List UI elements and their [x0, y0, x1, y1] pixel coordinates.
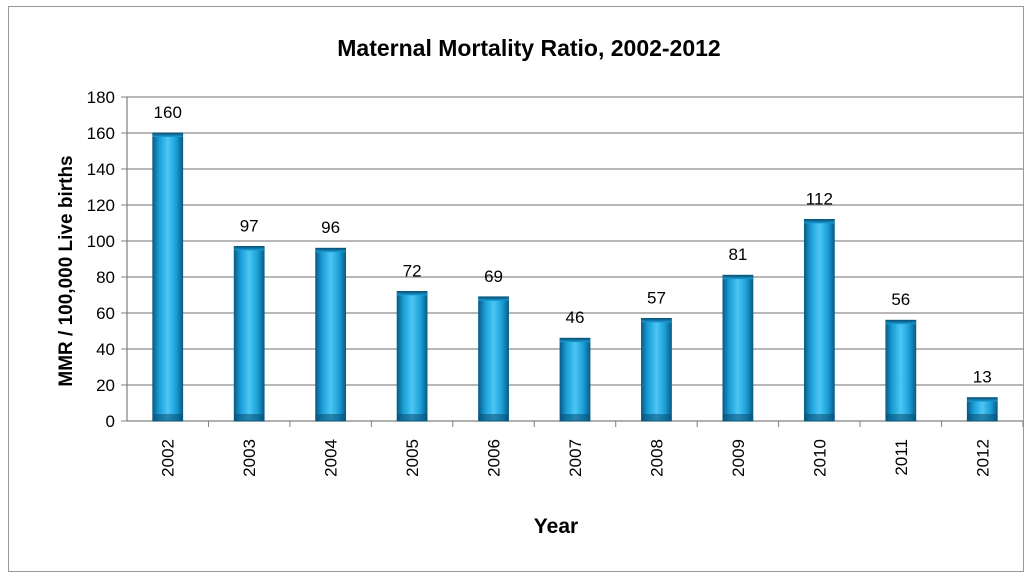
y-tick-label: 40 — [96, 340, 115, 359]
bar-base-2011 — [885, 414, 916, 421]
bar-2007 — [559, 337, 591, 422]
bar-cap-2002 — [152, 133, 183, 137]
bar-2006 — [478, 296, 509, 422]
x-tick-label-2002: 2002 — [159, 439, 178, 477]
y-tick-label: 160 — [87, 124, 115, 143]
bar-base-2006 — [478, 414, 509, 421]
x-tick-label-2004: 2004 — [322, 439, 341, 477]
x-tick-label-2008: 2008 — [647, 439, 666, 477]
bar-base-2002 — [152, 414, 183, 421]
y-tick-label: 80 — [96, 268, 115, 287]
bar-cap-2004 — [315, 248, 346, 253]
y-tick-label: 100 — [87, 232, 115, 251]
data-label-2006: 69 — [484, 267, 503, 286]
x-tick-label-2005: 2005 — [403, 439, 422, 477]
bar-2004 — [315, 247, 347, 422]
bars — [152, 132, 998, 422]
bar-2005 — [396, 290, 428, 422]
bar-cap-2005 — [397, 291, 428, 296]
data-label-2010: 112 — [806, 189, 833, 208]
bar-2002 — [152, 132, 184, 422]
y-tick-label: 140 — [87, 160, 115, 179]
y-axis-title: MMR / 100,000 Live births — [56, 155, 77, 386]
bar-base-2007 — [560, 414, 590, 421]
x-tick-label-2006: 2006 — [485, 439, 504, 477]
y-tick-label: 60 — [96, 304, 115, 323]
bar-chart: Maternal Mortality Ratio, 2002-2012 0 20 4… — [56, 35, 1024, 538]
data-label-2004: 96 — [321, 218, 340, 237]
bar-2010 — [803, 218, 835, 422]
data-label-2011: 56 — [891, 290, 910, 309]
chart-frame: Maternal Mortality Ratio, 2002-2012 0 20 4… — [8, 6, 1024, 572]
x-axis-title: Year — [534, 515, 578, 538]
bar-cap-2003 — [234, 246, 265, 251]
bar-base-2010 — [804, 414, 835, 421]
data-label-2012: 13 — [973, 368, 992, 387]
gridlines — [127, 96, 1023, 386]
bar-base-2008 — [641, 414, 672, 421]
bar-base-2009 — [722, 414, 753, 421]
bar-base-2003 — [234, 414, 265, 421]
bar-cap-2006 — [478, 296, 509, 301]
x-tick-label-2012: 2012 — [973, 439, 992, 477]
axes: 0 20 40 60 80 100 120 140 160 180 2002 2003 2004 2005… — [87, 88, 1024, 477]
data-label-2007: 46 — [566, 308, 585, 327]
x-tick-label-2007: 2007 — [566, 439, 585, 477]
bar-cap-2008 — [641, 318, 672, 323]
bar-2003 — [233, 245, 265, 422]
bar-base-2005 — [397, 414, 428, 421]
bar-base-2004 — [315, 414, 346, 421]
bar-cap-2012 — [967, 397, 998, 402]
y-tick-label: 0 — [106, 412, 115, 431]
x-tick-label-2003: 2003 — [240, 439, 259, 477]
data-label-2003: 97 — [240, 216, 259, 235]
data-label-2005: 72 — [403, 261, 422, 280]
data-label-2009: 81 — [728, 245, 747, 264]
bar-2008 — [641, 317, 672, 422]
x-tick-label-2009: 2009 — [729, 439, 748, 477]
bar-cap-2010 — [804, 219, 835, 224]
bar-cap-2009 — [722, 275, 753, 280]
bar-cap-2011 — [885, 320, 916, 325]
chart-title: Maternal Mortality Ratio, 2002-2012 — [337, 35, 720, 61]
bar-2009 — [722, 274, 754, 422]
y-tick-label: 120 — [87, 196, 115, 215]
y-tick-label: 20 — [96, 376, 115, 395]
x-tick-label-2010: 2010 — [810, 439, 829, 477]
bar-2011 — [885, 319, 917, 422]
data-label-2008: 57 — [647, 288, 666, 307]
bar-cap-2007 — [560, 338, 590, 343]
y-tick-label: 180 — [87, 88, 115, 107]
bar-base-2012 — [967, 414, 998, 421]
x-tick-label-2011: 2011 — [892, 439, 911, 476]
data-label-2002: 160 — [154, 103, 182, 122]
data-labels: 160 97 96 72 69 46 57 81 112 56 13 — [154, 103, 992, 387]
